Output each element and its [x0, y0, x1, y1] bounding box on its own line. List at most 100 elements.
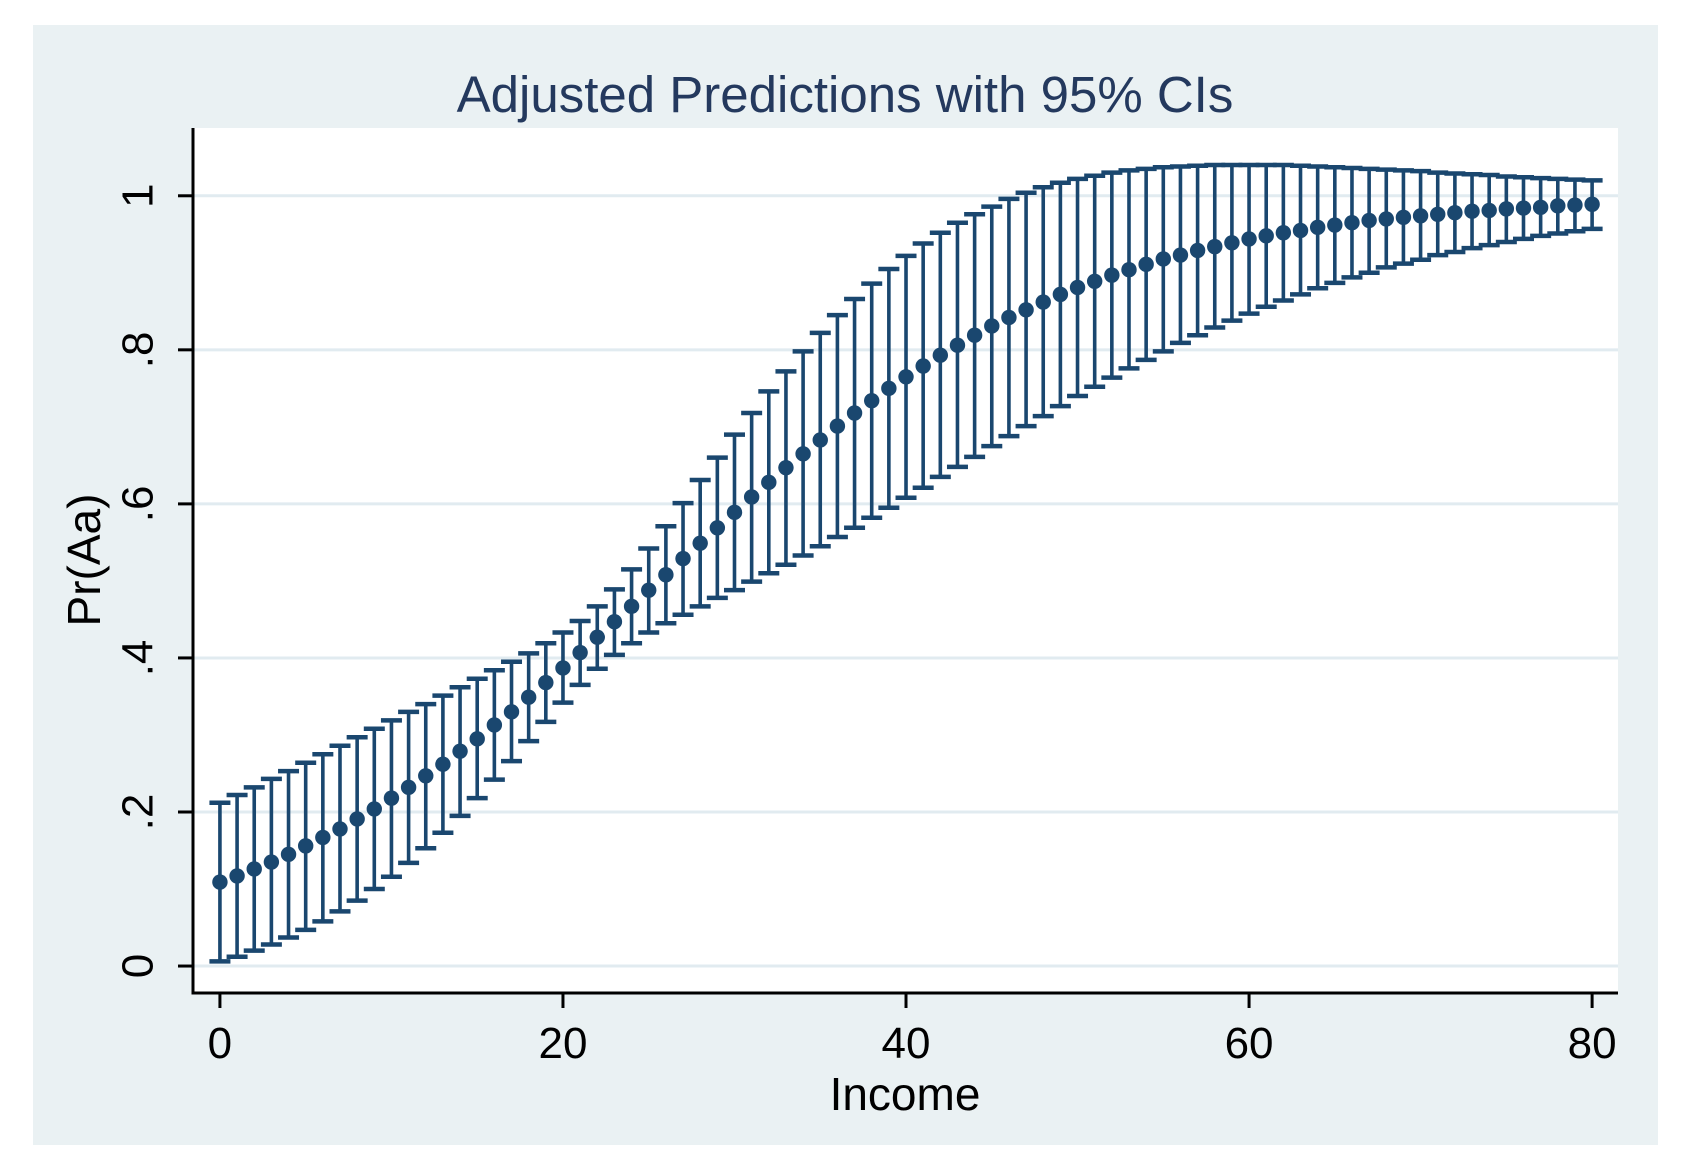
data-point-marker: [1207, 238, 1223, 255]
data-point-marker: [1292, 222, 1309, 239]
x-tick-label: 40: [882, 1019, 931, 1068]
data-point-marker: [400, 779, 417, 796]
data-point-marker: [229, 868, 245, 884]
data-point-marker: [1550, 198, 1566, 214]
data-point-marker: [486, 717, 503, 733]
data-point-marker: [1155, 251, 1171, 267]
data-point-marker: [452, 743, 468, 759]
data-point-marker: [966, 327, 983, 343]
x-axis-title: Income: [830, 1068, 981, 1120]
data-point-marker: [812, 432, 828, 448]
data-point-marker: [1361, 212, 1377, 229]
x-tick-label: 60: [1225, 1019, 1274, 1068]
data-point-marker: [1001, 309, 1017, 326]
data-point-marker: [846, 405, 863, 421]
data-point-marker: [1395, 209, 1412, 226]
data-point-marker: [1138, 256, 1154, 273]
data-point-marker: [1430, 206, 1446, 222]
data-point-marker: [1258, 228, 1274, 244]
data-point-marker: [898, 369, 914, 385]
data-point-marker: [1567, 197, 1583, 213]
y-axis-title: Pr(Aa): [58, 494, 110, 627]
data-point-marker: [1241, 231, 1257, 247]
y-tick-label: .2: [114, 794, 163, 831]
data-point-marker: [1086, 273, 1103, 289]
data-point-marker: [778, 459, 794, 476]
data-point-marker: [1464, 203, 1480, 219]
x-tick-label: 0: [208, 1019, 232, 1068]
data-point-marker: [658, 567, 674, 583]
data-point-marker: [212, 874, 228, 890]
data-point-marker: [383, 790, 400, 806]
data-point-marker: [1018, 302, 1034, 318]
y-tick-label: .8: [114, 331, 163, 368]
data-point-markers: [212, 196, 1600, 890]
data-point-marker: [1309, 219, 1326, 236]
data-point-marker: [1189, 242, 1206, 259]
data-point-marker: [1498, 201, 1515, 217]
data-point-marker: [984, 318, 1000, 334]
data-point-marker: [641, 582, 657, 598]
y-tick-label: 0: [114, 954, 163, 978]
data-point-marker: [435, 756, 451, 772]
data-point-marker: [366, 801, 382, 817]
data-point-marker: [743, 489, 760, 505]
data-point-marker: [1052, 286, 1069, 303]
axes: [178, 128, 1618, 1008]
data-point-marker: [623, 598, 640, 615]
data-point-marker: [555, 660, 571, 676]
data-point-marker: [280, 846, 297, 863]
data-point-marker: [263, 854, 280, 870]
data-point-marker: [538, 674, 554, 691]
data-point-marker: [1447, 205, 1463, 221]
data-point-marker: [726, 504, 743, 521]
x-tick-label: 80: [1568, 1019, 1617, 1068]
data-point-marker: [572, 644, 588, 661]
data-point-marker: [520, 689, 537, 705]
tick-labels: 0 .2 .4 .6 .8 1 0 20 40 60 80: [114, 184, 1617, 1068]
data-point-marker: [1035, 294, 1051, 310]
x-tick-label: 20: [538, 1019, 587, 1068]
data-point-marker: [469, 731, 485, 747]
data-point-marker: [881, 380, 897, 397]
y-tick-label: .4: [114, 640, 163, 677]
data-point-marker: [915, 358, 931, 374]
chart-title: Adjusted Predictions with 95% CIs: [457, 66, 1234, 123]
data-point-marker: [1327, 217, 1343, 233]
data-point-marker: [864, 392, 880, 409]
y-tick-label: .6: [114, 486, 163, 523]
data-point-marker: [1121, 262, 1137, 278]
data-point-marker: [349, 811, 365, 827]
data-point-marker: [949, 337, 966, 353]
data-point-marker: [1412, 208, 1429, 224]
data-point-marker: [606, 614, 623, 630]
data-point-marker: [1584, 196, 1600, 212]
data-point-marker: [297, 838, 314, 854]
data-point-marker: [589, 629, 605, 645]
data-point-marker: [761, 474, 777, 491]
data-point-marker: [932, 347, 949, 363]
data-point-marker: [1378, 211, 1394, 227]
data-point-marker: [315, 829, 331, 846]
data-point-marker: [503, 704, 520, 720]
data-point-marker: [1532, 199, 1549, 216]
data-point-marker: [1069, 279, 1086, 296]
data-point-marker: [418, 768, 434, 784]
data-point-marker: [795, 446, 811, 462]
data-point-marker: [246, 861, 262, 877]
data-point-marker: [1344, 215, 1360, 231]
data-point-marker: [1481, 202, 1497, 219]
data-point-marker: [829, 418, 846, 434]
data-point-marker: [1275, 225, 1292, 241]
data-point-marker: [1515, 200, 1532, 216]
y-tick-label: 1: [114, 184, 163, 208]
data-point-marker: [1172, 247, 1189, 263]
data-point-marker: [1224, 235, 1240, 251]
data-point-marker: [675, 550, 691, 567]
data-point-marker: [709, 520, 726, 536]
data-point-marker: [692, 535, 708, 551]
data-point-marker: [1104, 267, 1120, 283]
data-point-marker: [332, 821, 348, 837]
